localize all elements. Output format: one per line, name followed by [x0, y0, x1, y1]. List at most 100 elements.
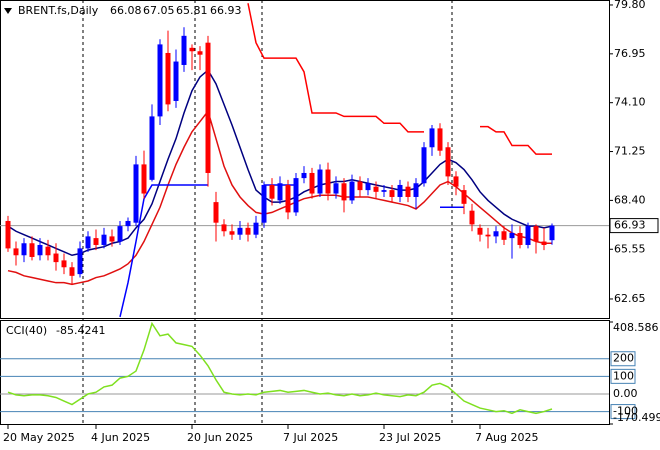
candle-body	[469, 210, 475, 225]
high-value: 67.05	[143, 4, 175, 17]
candle-body	[181, 35, 187, 65]
line	[247, 3, 424, 133]
y-tick-label: 100	[613, 369, 634, 382]
chart-title: BRENT.fs,Daily	[18, 4, 99, 17]
candle-body	[533, 226, 539, 242]
last-price-label: 66.93	[614, 219, 646, 232]
candle-body	[301, 172, 307, 179]
candle-body	[173, 61, 179, 101]
line	[480, 125, 552, 155]
candle-body	[221, 224, 227, 232]
candle-body	[317, 169, 323, 194]
candle-body	[437, 128, 443, 151]
x-tick-label: 20 Jun 2025	[187, 431, 253, 444]
candle-body	[461, 190, 467, 204]
y-tick-label: 76.95	[614, 47, 646, 60]
candle-body	[133, 164, 139, 223]
candle-body	[349, 181, 355, 201]
cci-value: -85.4241	[56, 324, 105, 337]
x-tick-label: 20 May 2025	[3, 431, 75, 444]
x-tick-label: 7 Jul 2025	[283, 431, 338, 444]
candle-body	[549, 225, 555, 241]
candle-body	[493, 231, 499, 237]
level-box	[610, 368, 636, 384]
y-tick-label: 200	[613, 352, 634, 365]
y-tick-label: 79.80	[614, 0, 646, 11]
candle-body	[381, 190, 387, 192]
candle-body	[277, 183, 283, 201]
candle-body	[13, 248, 19, 256]
x-tick-label: 4 Jun 2025	[91, 431, 150, 444]
candle-body	[333, 183, 339, 194]
y-tick-label: 62.65	[614, 292, 646, 305]
candle-body	[525, 226, 531, 245]
candle-body	[269, 184, 275, 199]
x-tick-label: 7 Aug 2025	[475, 431, 538, 444]
candle-body	[77, 248, 83, 275]
candle-body	[37, 244, 43, 256]
close-value: 66.93	[210, 4, 242, 17]
candle-body	[205, 42, 211, 173]
y-tick-label: 71.25	[614, 145, 646, 158]
candle-body	[165, 52, 171, 105]
x-tick-label: 23 Jul 2025	[379, 431, 441, 444]
candle-body	[5, 220, 11, 249]
candle-body	[325, 169, 331, 194]
candle-body	[357, 181, 363, 191]
candle-body	[341, 183, 347, 201]
candle-body	[189, 47, 195, 52]
candle-body	[285, 184, 291, 213]
candle-body	[293, 178, 299, 213]
candle-body	[309, 172, 315, 194]
candle-body	[413, 183, 419, 197]
last-price-box	[609, 218, 659, 234]
candle-body	[477, 227, 483, 235]
candle-body	[237, 227, 243, 235]
candle-body	[29, 243, 35, 257]
y-tick-label: 65.55	[614, 242, 646, 255]
candle-body	[365, 183, 371, 191]
candle-body	[541, 241, 547, 245]
candle-body	[405, 186, 411, 197]
cci-panel	[0, 320, 610, 425]
y-tick-label: 0.00	[613, 387, 638, 400]
candle-body	[93, 238, 99, 245]
candle-body	[253, 222, 259, 235]
candle-body	[85, 236, 91, 249]
candle-body	[213, 202, 219, 223]
candle-body	[373, 186, 379, 192]
y-tick-label: -170.499	[613, 411, 660, 424]
candle-body	[149, 116, 155, 180]
y-tick-label: 408.586	[613, 321, 659, 334]
candle-body	[61, 260, 67, 268]
main-panel	[0, 0, 610, 319]
candle-body	[453, 176, 459, 187]
candle-body	[261, 184, 267, 223]
level-box	[610, 351, 636, 367]
candle-body	[245, 227, 251, 235]
cci-title: CCI(40)	[6, 324, 47, 337]
candle-body	[69, 267, 75, 276]
line	[119, 184, 208, 318]
candle-body	[109, 236, 115, 242]
candle-body	[445, 147, 451, 177]
candle-body	[501, 231, 507, 240]
level-box	[610, 404, 636, 420]
line	[7, 68, 553, 257]
candle-body	[101, 234, 107, 245]
candle-body	[389, 190, 395, 197]
candle-body	[421, 147, 427, 184]
menu-arrow[interactable]	[4, 8, 12, 14]
candle-body	[125, 220, 131, 227]
open-value: 66.08	[110, 4, 142, 17]
candle-body	[45, 246, 51, 256]
low-value: 65.81	[176, 4, 208, 17]
y-tick-label: 74.10	[614, 96, 646, 109]
candle-body	[53, 253, 59, 263]
candle-body	[141, 164, 147, 194]
candle-body	[485, 234, 491, 237]
candle-body	[21, 243, 27, 256]
line	[7, 321, 553, 415]
